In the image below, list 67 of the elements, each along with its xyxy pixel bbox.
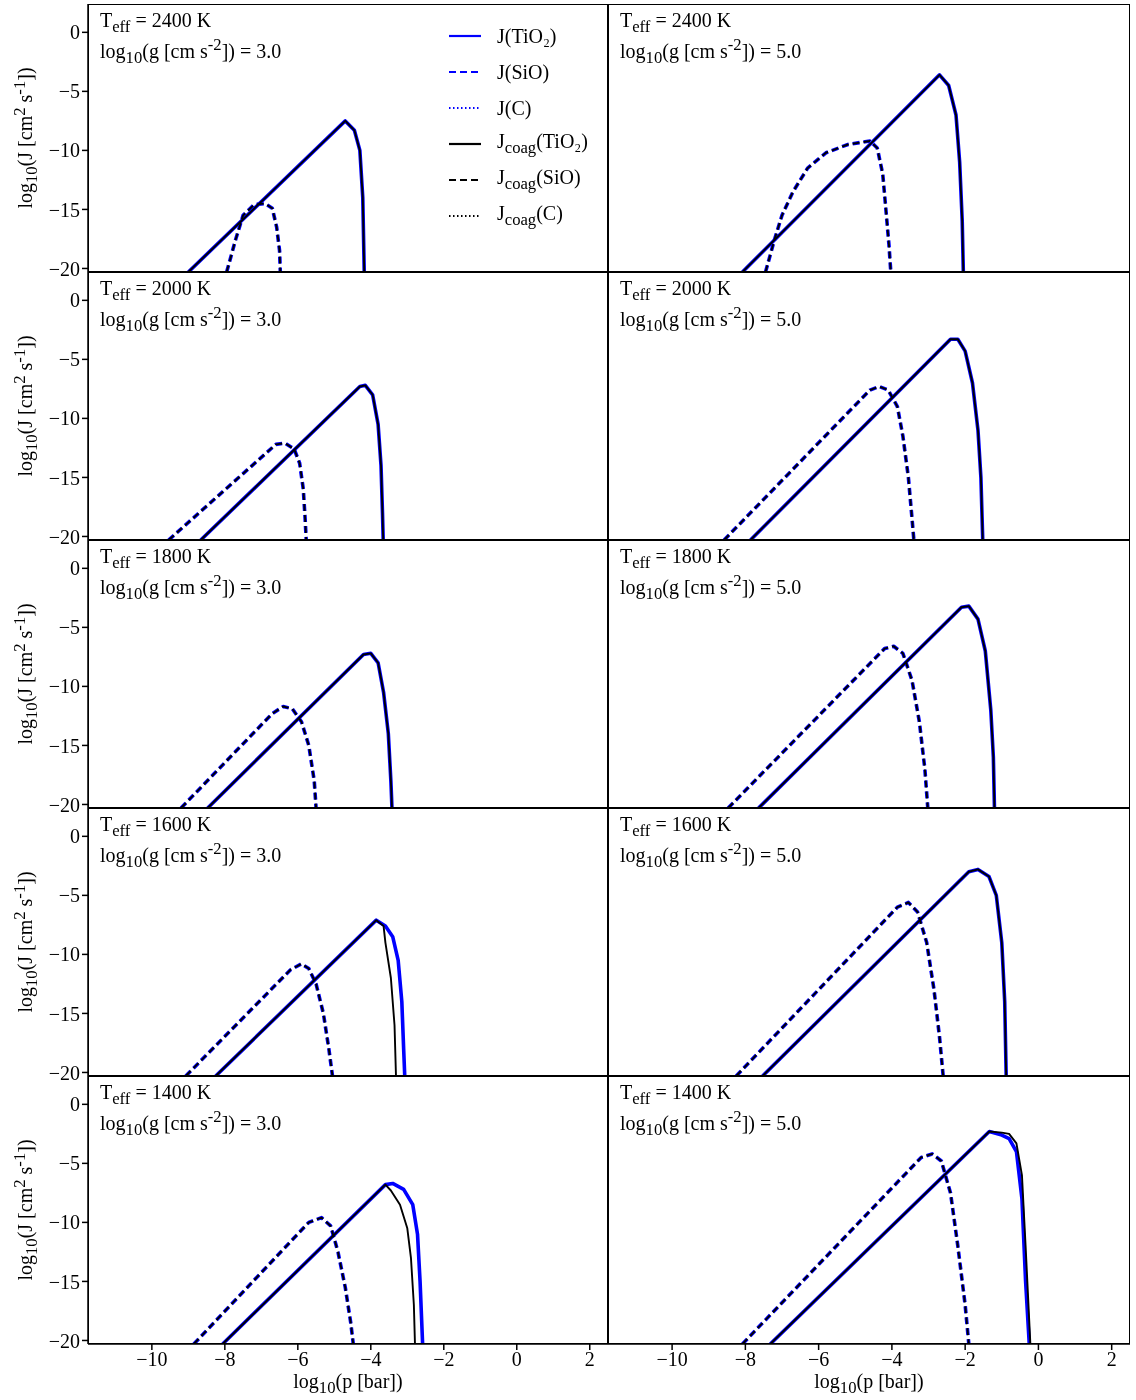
x-tick-label: −2 bbox=[433, 1348, 455, 1371]
y-tick-label: −20 bbox=[48, 1329, 80, 1352]
legend-label: J$_{coag}$(C) bbox=[496, 201, 563, 230]
y-tick-label: −15 bbox=[48, 734, 80, 757]
x-tick-label: −4 bbox=[360, 1348, 382, 1371]
y-tick-label: −20 bbox=[48, 257, 80, 280]
annotation: log$_{10}$(g [cm s$^{-2}$]) = 5.0 bbox=[620, 1107, 802, 1139]
y-tick-label: −20 bbox=[48, 793, 80, 816]
legend-label: J(SiO) bbox=[496, 61, 550, 83]
y-tick-label: 0 bbox=[70, 21, 80, 44]
y-tick-label: 0 bbox=[70, 557, 80, 580]
y-tick-label: −15 bbox=[48, 1002, 80, 1025]
annotation: T$_{eff}$ = 2000 K bbox=[100, 277, 213, 304]
annotation: T$_{eff}$ = 2400 K bbox=[100, 9, 213, 36]
x-tick-label: −4 bbox=[881, 1348, 903, 1371]
annotation: T$_{eff}$ = 2400 K bbox=[620, 9, 733, 36]
x-tick-label: 2 bbox=[584, 1348, 595, 1371]
annotation: log$_{10}$(g [cm s$^{-2}$]) = 5.0 bbox=[620, 35, 802, 67]
y-tick-label: −10 bbox=[48, 139, 80, 162]
annotation: T$_{eff}$ = 1800 K bbox=[100, 545, 213, 572]
y-tick-label: 0 bbox=[70, 1093, 80, 1116]
y-tick-label: −10 bbox=[48, 1211, 80, 1234]
annotation: log$_{10}$(g [cm s$^{-2}$]) = 3.0 bbox=[100, 571, 282, 603]
y-tick-label: −5 bbox=[58, 884, 80, 907]
annotation: log$_{10}$(g [cm s$^{-2}$]) = 3.0 bbox=[100, 1107, 282, 1139]
y-tick-label: −5 bbox=[58, 1152, 80, 1175]
y-tick-label: −5 bbox=[58, 348, 80, 371]
y-tick-label: 0 bbox=[70, 825, 80, 848]
x-tick-label: −2 bbox=[954, 1348, 976, 1371]
y-tick-label: −5 bbox=[58, 616, 80, 639]
x-axis-title: log$_{10}$(p [bar]) bbox=[293, 1370, 403, 1398]
x-tick-label: 0 bbox=[1033, 1348, 1044, 1371]
x-tick-label: −8 bbox=[734, 1348, 757, 1371]
annotation: T$_{eff}$ = 1800 K bbox=[620, 545, 733, 572]
annotation: T$_{eff}$ = 1400 K bbox=[100, 1081, 213, 1108]
x-tick-label: −6 bbox=[287, 1348, 309, 1371]
y-tick-label: −10 bbox=[48, 407, 80, 430]
annotation: log$_{10}$(g [cm s$^{-2}$]) = 3.0 bbox=[100, 303, 282, 335]
legend-label: J$_{coag}$(SiO) bbox=[496, 165, 581, 194]
x-tick-label: 0 bbox=[511, 1348, 522, 1371]
annotation: log$_{10}$(g [cm s$^{-2}$]) = 5.0 bbox=[620, 839, 802, 871]
x-tick-label: −10 bbox=[136, 1348, 168, 1371]
annotation: log$_{10}$(g [cm s$^{-2}$]) = 3.0 bbox=[100, 839, 282, 871]
x-tick-label: −8 bbox=[214, 1348, 236, 1371]
annotation: T$_{eff}$ = 2000 K bbox=[620, 277, 733, 304]
y-tick-label: −10 bbox=[48, 675, 80, 698]
x-tick-label: −10 bbox=[656, 1348, 688, 1371]
annotation: T$_{eff}$ = 1600 K bbox=[620, 813, 733, 840]
legend-label: J(C) bbox=[496, 97, 532, 119]
y-tick-label: −20 bbox=[48, 525, 80, 548]
legend-label: J(TiO₂) bbox=[496, 25, 557, 47]
y-tick-label: −20 bbox=[48, 1061, 80, 1084]
annotation: log$_{10}$(g [cm s$^{-2}$]) = 3.0 bbox=[100, 35, 282, 67]
annotation: T$_{eff}$ = 1600 K bbox=[100, 813, 213, 840]
x-tick-label: −6 bbox=[807, 1348, 830, 1371]
y-tick-label: −10 bbox=[48, 943, 80, 966]
annotation: log$_{10}$(g [cm s$^{-2}$]) = 5.0 bbox=[620, 303, 802, 335]
y-tick-label: 0 bbox=[70, 289, 80, 312]
legend-label: J$_{coag}$(TiO₂) bbox=[496, 129, 588, 158]
y-tick-label: −5 bbox=[58, 80, 80, 103]
annotation: T$_{eff}$ = 1400 K bbox=[620, 1081, 733, 1108]
y-tick-label: −15 bbox=[48, 1270, 80, 1293]
x-tick-label: 2 bbox=[1106, 1348, 1117, 1371]
annotation: log$_{10}$(g [cm s$^{-2}$]) = 5.0 bbox=[620, 571, 802, 603]
y-tick-label: −15 bbox=[48, 466, 80, 489]
x-axis-title: log$_{10}$(p [bar]) bbox=[814, 1370, 924, 1398]
y-tick-label: −15 bbox=[48, 198, 80, 221]
